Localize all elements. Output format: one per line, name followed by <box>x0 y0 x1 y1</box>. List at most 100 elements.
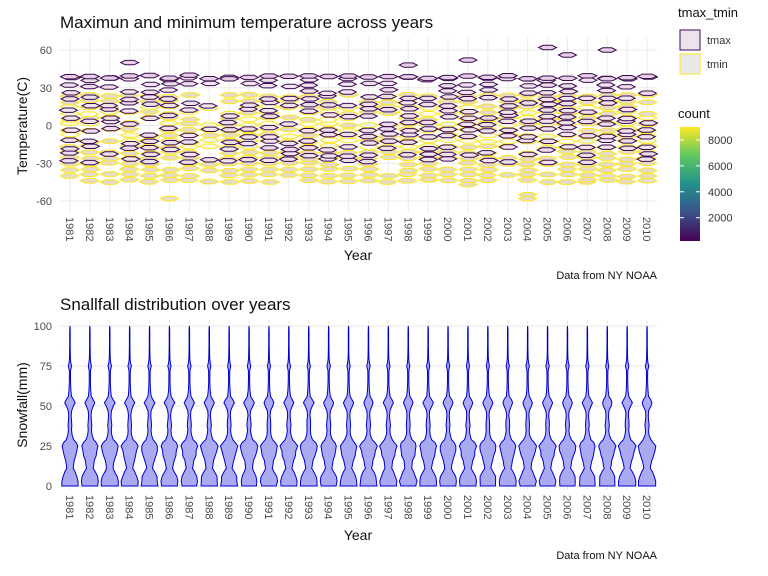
hexbin-tmax <box>437 88 458 94</box>
hexbin-tmin <box>616 156 638 163</box>
snowfall-violins <box>61 325 657 487</box>
hexbin-tmax <box>258 108 279 114</box>
hexbin-tmax <box>617 106 638 113</box>
hexbin-tmax <box>518 125 540 131</box>
hexbin-tmin <box>78 149 100 156</box>
hexbin-tmax <box>159 102 180 109</box>
hexbin-tmin <box>237 116 260 123</box>
snowfall-x-tick: 2006 <box>560 495 572 519</box>
hexbin-tmax <box>298 88 320 94</box>
violin-2010 <box>637 325 657 487</box>
hexbin-tmax <box>158 87 179 93</box>
hexbin-tmax <box>398 139 419 145</box>
temperature-x-tick: 2001 <box>461 217 473 241</box>
hexbin-tmax <box>218 146 240 152</box>
hexbin-tmax <box>99 75 121 81</box>
hexbin-tmax <box>555 120 577 126</box>
hexbin-tmax <box>399 106 420 112</box>
hexbin-tmax <box>597 133 618 140</box>
violin-1995 <box>339 325 358 487</box>
hexbin-tmin <box>378 154 400 160</box>
hexbin-tmin <box>338 122 360 129</box>
hexbin-tmax <box>616 95 637 101</box>
hexbin-tmin <box>358 172 380 178</box>
colorbar-tick-label: 6000 <box>708 161 732 173</box>
hexbin-tmax <box>437 156 458 162</box>
hexbin-tmax <box>118 108 140 114</box>
snowfall-x-tick: 2010 <box>640 495 652 519</box>
hexbin-tmax <box>439 94 460 100</box>
hexbin-tmax <box>259 145 280 151</box>
hexbin-tmin <box>239 149 261 156</box>
hexbin-tmax <box>58 107 79 113</box>
hexbin-tmax <box>318 132 339 138</box>
hexbin-tmax <box>359 94 380 100</box>
hexbin-tmin <box>597 110 619 117</box>
hexbin-tmax <box>260 113 281 119</box>
hexbin-tmax <box>518 100 539 106</box>
hexbin-tmax <box>79 118 100 124</box>
hexbin-tmin <box>636 167 658 174</box>
hexbin-outlier <box>457 181 479 188</box>
legend-label-tmax: tmax <box>707 35 731 47</box>
snowfall-x-tick: 1983 <box>103 495 115 519</box>
hexbin-tmin <box>179 92 201 98</box>
hexbin-tmax <box>378 121 399 127</box>
hexbin-tmax <box>258 73 280 79</box>
hexbin-tmax <box>139 158 160 165</box>
hexbin-tmin <box>119 171 141 178</box>
hexbin-tmin <box>557 171 579 178</box>
hexbin-tmax <box>497 109 518 115</box>
hexbin-tmax <box>498 127 519 133</box>
hexbin-tmax <box>498 144 519 150</box>
snowfall-caption: Data from NY NOAA <box>556 550 657 562</box>
temperature-x-tick: 2008 <box>600 217 612 241</box>
hexbin-tmax <box>337 81 358 87</box>
legend-key-tmin <box>679 53 701 75</box>
hexbin-tmax <box>100 115 121 121</box>
snowfall-x-tick: 2005 <box>541 495 553 519</box>
colorbar <box>680 127 700 241</box>
hexbin-outlier <box>418 176 439 183</box>
hexbin-tmax <box>518 90 539 96</box>
hexbin-tmax <box>577 159 598 165</box>
hexbin-tmax <box>456 89 477 96</box>
hexbin-tmax <box>298 73 320 79</box>
hexbin-tmax <box>297 138 318 144</box>
hexbin-tmax <box>317 147 338 153</box>
hexbin-tmin <box>297 172 319 179</box>
snowfall-x-tick: 2007 <box>580 495 592 519</box>
hexbin-tmax <box>319 112 341 118</box>
snowfall-x-tick: 1988 <box>202 495 214 519</box>
hexbin-tmax <box>139 94 160 100</box>
hexbin-tmin <box>376 179 399 185</box>
hexbin-tmax <box>376 126 398 132</box>
hexbin-tmax <box>358 106 380 112</box>
hexbin-tmax <box>180 100 201 106</box>
hexbin-tmax <box>237 140 258 147</box>
temperature-x-tick: 1991 <box>262 217 274 241</box>
hexbin-tmin <box>198 167 220 174</box>
snowfall-x-tick: 1993 <box>302 495 314 519</box>
violin-1985 <box>140 325 159 487</box>
hexbin-tmax <box>100 125 122 132</box>
hexbin-tmin <box>278 166 300 173</box>
hexbin-tmax <box>556 75 579 81</box>
hexbin-tmin <box>537 171 559 178</box>
temperature-x-tick: 2002 <box>481 217 493 241</box>
hexbin-tmin <box>298 177 320 183</box>
hexbin-tmax <box>140 115 161 121</box>
hexbin-tmin <box>158 132 180 139</box>
hexbin-tmin <box>636 99 659 106</box>
hexbin-tmax <box>377 80 398 87</box>
hexbin-tmax <box>597 95 618 102</box>
hexbin-tmax <box>377 107 399 113</box>
hexbin-outlier <box>457 57 479 63</box>
hexbin-tmin <box>297 117 319 123</box>
hexbin-tmin <box>99 179 121 185</box>
hexbin-tmax <box>80 143 101 149</box>
violin-2002 <box>479 325 497 487</box>
hexbin-tmin <box>159 167 182 173</box>
hexbin-tmax <box>138 72 161 79</box>
hexbin-tmin <box>556 138 578 145</box>
